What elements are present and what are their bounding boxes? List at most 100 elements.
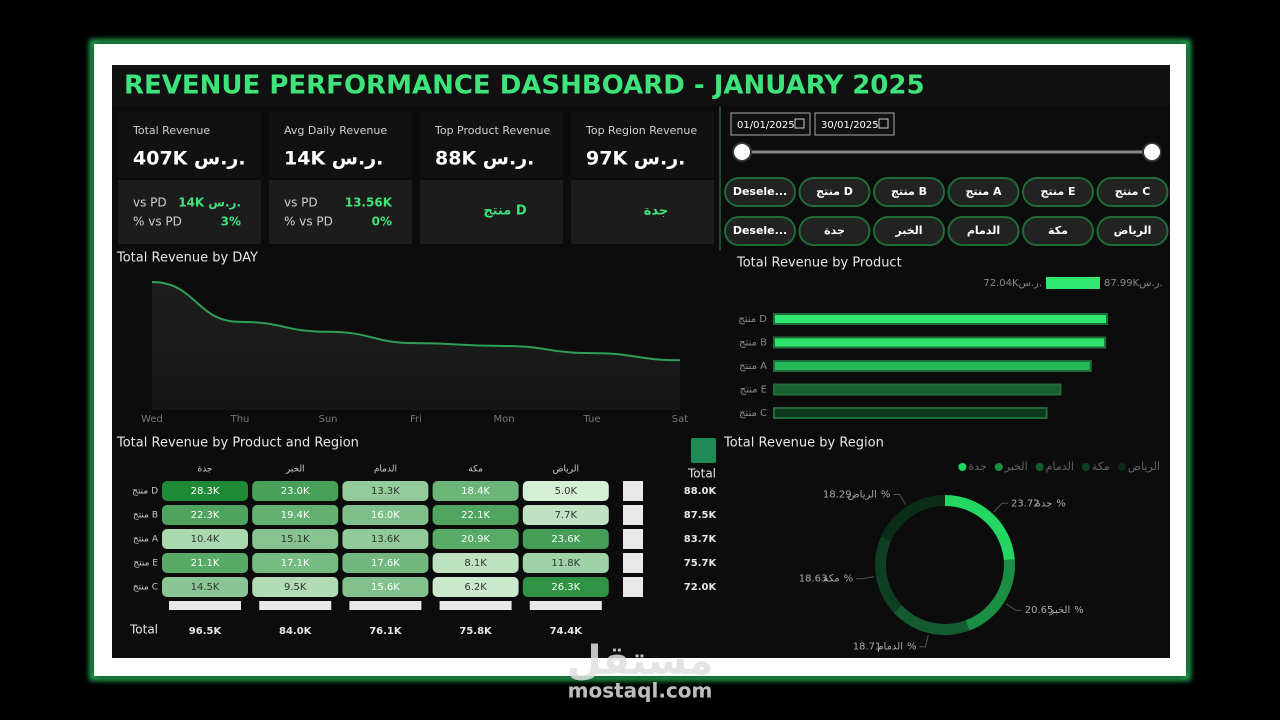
cell-label: 19.4K (281, 510, 310, 521)
column-total: 75.8K (459, 626, 493, 637)
kpi-card (118, 112, 261, 178)
cell-label: 28.3K (191, 486, 220, 497)
slicer-button-label[interactable]: منتج C (1115, 185, 1151, 198)
legend-swatch (1035, 463, 1044, 471)
slicer-button[interactable] (798, 216, 871, 246)
slicer-button[interactable] (947, 216, 1020, 246)
legend-label: الدمام (1046, 460, 1074, 473)
date-text[interactable]: 30/01/2025 (821, 120, 879, 131)
x-tick-label: Wed (141, 414, 163, 425)
slicer-button-label[interactable]: منتج E (1040, 185, 1075, 198)
cell-label: 8.1K (464, 558, 487, 569)
heat-cell (342, 505, 429, 525)
slicer-button[interactable] (1096, 216, 1169, 246)
slicer-button-label[interactable]: الخبر (894, 224, 922, 237)
kpi-compare-label: % vs PD (133, 215, 182, 229)
cell-label: 22.3K (191, 510, 220, 521)
slice-category: الرياض (848, 489, 877, 500)
slider-handle[interactable] (1142, 142, 1162, 162)
slice-label: الرياض18.29% (823, 489, 890, 500)
slicer-button-label[interactable]: جدة (824, 224, 845, 237)
legend-label: جدة (968, 460, 986, 473)
y-tick-label: منتج A (739, 361, 767, 372)
bar (773, 336, 1107, 349)
leader-line (856, 576, 875, 580)
cell-label: 26.3K (551, 582, 580, 593)
slicer-button[interactable] (798, 177, 871, 207)
kpi-compare-label: vs PD (133, 196, 167, 210)
cell-label: 10.4K (191, 534, 220, 545)
heat-cell (162, 553, 248, 573)
cell-label: 20.9K (461, 534, 490, 545)
kpi-compare-label: vs PD (284, 196, 318, 210)
chart-title: Total Revenue by Product and Region (116, 436, 359, 451)
heat-cell (162, 577, 248, 597)
heat-cell (162, 505, 248, 525)
row-header: منتج C (133, 583, 158, 593)
heat-cell (432, 577, 519, 597)
heat-cell (252, 553, 339, 573)
x-tick-label: Fri (410, 414, 422, 425)
y-tick-label: منتج D (738, 314, 767, 325)
cell-label: 21.1K (191, 558, 220, 569)
slicer-button[interactable] (947, 177, 1020, 207)
slicer-button-label[interactable]: الرياض (1114, 224, 1152, 237)
cell-label: 17.1K (281, 558, 310, 569)
date-input[interactable] (814, 112, 895, 136)
donut-slice (965, 559, 1015, 631)
slicer-button-label[interactable]: مكة (1048, 224, 1068, 237)
heat-cell (342, 577, 429, 597)
leader-line (1005, 603, 1022, 611)
slice-category: جدة (1036, 498, 1053, 509)
watermark-arabic: مستقل (567, 638, 713, 684)
slicer-button[interactable] (1022, 216, 1094, 246)
column-total: 76.1K (369, 626, 403, 637)
cell-label: 22.1K (461, 510, 490, 521)
slicer-button-label[interactable]: منتج A (965, 185, 1002, 198)
slicer-button[interactable] (873, 216, 945, 246)
row-header: منتج A (133, 535, 159, 545)
legend-label: مكة (1092, 460, 1110, 473)
heat-cell (432, 505, 519, 525)
kpi-label: Top Product Revenue (434, 124, 550, 137)
slicer-button-label[interactable]: الدمام (967, 224, 1000, 237)
slicer-button[interactable] (724, 177, 796, 207)
slicer-button[interactable] (1096, 177, 1169, 207)
legend-swatch (958, 463, 967, 471)
column-total: 96.5K (189, 626, 223, 637)
leader-line (993, 502, 1008, 513)
x-tick-label: Sat (672, 414, 688, 425)
kpi-detail: جدة (644, 204, 669, 219)
kpi-compare-value: 13.56K (345, 196, 393, 210)
column-header: الرياض (553, 465, 579, 475)
legend-swatch (1117, 463, 1126, 471)
cell-label: 14.5K (191, 582, 220, 593)
x-tick-label: Mon (493, 414, 514, 425)
slicer-button-label[interactable]: Desele... (733, 185, 787, 198)
heat-cell (252, 529, 339, 549)
slicer-button[interactable] (873, 177, 945, 207)
title-bar (112, 65, 1170, 105)
kpi-value: 88K ر.س. (435, 148, 534, 170)
slicer-button-label[interactable]: منتج B (891, 185, 927, 198)
slider-handle[interactable] (732, 142, 752, 162)
kpi-card (420, 112, 563, 178)
slicer-button[interactable] (1022, 177, 1094, 207)
slicer-button-label[interactable]: Desele... (733, 224, 787, 237)
cell-label: 15.6K (371, 582, 400, 593)
total-header: Total (687, 467, 716, 481)
row-total-box (623, 481, 643, 501)
date-input[interactable] (730, 112, 811, 136)
row-total-box (623, 529, 643, 549)
slicer-button[interactable] (724, 216, 796, 246)
date-text[interactable]: 01/01/2025 (737, 120, 795, 131)
chart-title: Total Revenue by Product (736, 256, 902, 271)
slicer-button-label[interactable]: منتج D (816, 185, 853, 198)
cell-label: 13.6K (371, 534, 400, 545)
total-row-label: Total (129, 623, 158, 637)
heat-cell (432, 529, 519, 549)
heat-cell (522, 553, 609, 573)
donut-slice (893, 605, 970, 635)
heat-cell (162, 529, 248, 549)
slice-label: مكة18.63% (799, 574, 853, 585)
